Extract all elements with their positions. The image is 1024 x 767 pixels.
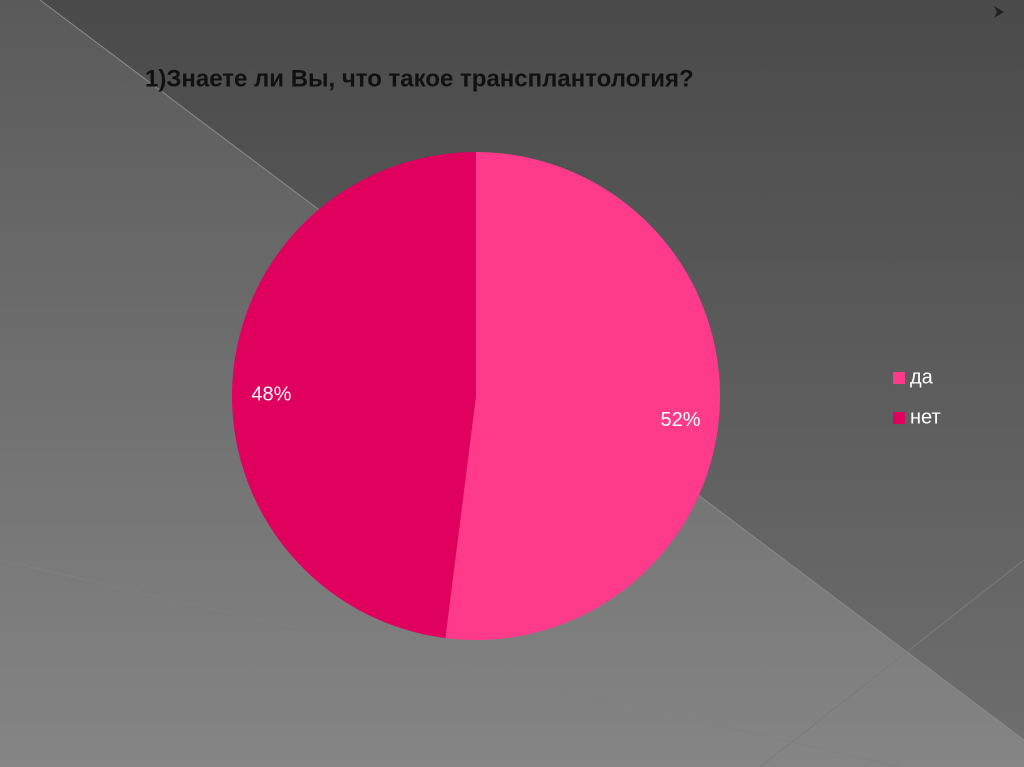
pie-slice: [445, 152, 721, 641]
legend-swatch: [893, 372, 905, 384]
legend: да нет: [893, 366, 941, 428]
pie: 52% 48%: [232, 152, 721, 641]
chevron: [994, 6, 1004, 18]
decor-line: [759, 559, 1024, 767]
legend-label: нет: [910, 406, 941, 428]
legend-swatch: [893, 412, 905, 424]
chart-title: 1)Знаете ли Вы, что такое трансплантолог…: [145, 65, 694, 92]
data-label: 52%: [661, 409, 701, 431]
legend-label: да: [910, 366, 934, 388]
decor-line: [0, 559, 901, 767]
pie-slice: [232, 152, 476, 639]
data-label: 48%: [251, 383, 291, 405]
